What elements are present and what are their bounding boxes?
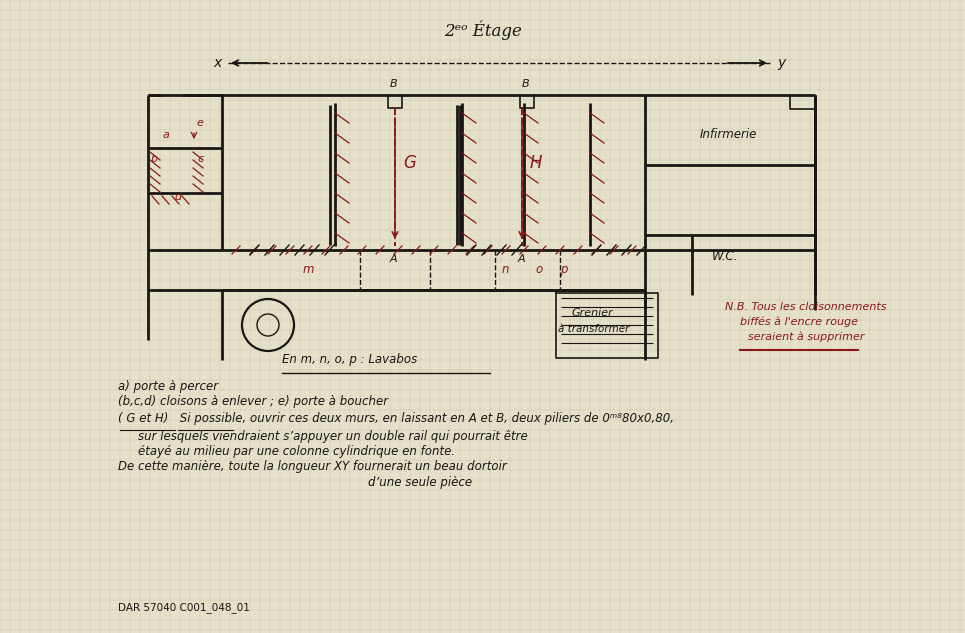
Text: 2ᵉᵒ Étage: 2ᵉᵒ Étage: [444, 20, 522, 40]
Text: B: B: [522, 79, 530, 89]
Text: ( G et H): ( G et H): [118, 412, 168, 425]
Text: N.B. Tous les cloisonnements: N.B. Tous les cloisonnements: [725, 302, 887, 312]
Text: Grenier: Grenier: [572, 308, 614, 318]
Text: G: G: [403, 154, 416, 172]
Text: a) porte à percer: a) porte à percer: [118, 380, 218, 393]
Text: b: b: [151, 154, 158, 164]
Text: étayé au milieu par une colonne cylindrique en fonte.: étayé au milieu par une colonne cylindri…: [138, 445, 455, 458]
Text: m: m: [303, 263, 315, 276]
Text: Infirmerie: Infirmerie: [700, 128, 758, 141]
Text: A: A: [518, 254, 526, 264]
Text: o: o: [535, 263, 542, 276]
Text: sur lesquels viendraient s’appuyer un double rail qui pourrait être: sur lesquels viendraient s’appuyer un do…: [138, 430, 528, 443]
Text: p: p: [560, 263, 567, 276]
Text: c: c: [197, 154, 203, 164]
Text: B: B: [390, 79, 398, 89]
Text: A: A: [390, 254, 398, 264]
Text: a: a: [163, 130, 170, 140]
Text: H: H: [530, 154, 542, 172]
Text: DAR 57040 C001_048_01: DAR 57040 C001_048_01: [118, 602, 250, 613]
Text: n: n: [502, 263, 510, 276]
Text: à transformer: à transformer: [558, 324, 629, 334]
Text: W.C.: W.C.: [712, 250, 738, 263]
Text: e: e: [196, 118, 203, 128]
Text: biffés à l'encre rouge: biffés à l'encre rouge: [740, 316, 858, 327]
Text: De cette manière, toute la longueur XY fournerait un beau dortoir: De cette manière, toute la longueur XY f…: [118, 460, 507, 473]
Text: (b,c,d) cloisons à enlever ; e) porte à boucher: (b,c,d) cloisons à enlever ; e) porte à …: [118, 395, 388, 408]
Text: En m, n, o, p : Lavabos: En m, n, o, p : Lavabos: [282, 353, 417, 366]
Text: d’une seule pièce: d’une seule pièce: [368, 476, 472, 489]
Text: y: y: [777, 56, 786, 70]
Text: Si possible, ouvrir ces deux murs, en laissant en A et B, deux piliers de 0ᵐ⁸80x: Si possible, ouvrir ces deux murs, en la…: [176, 412, 674, 425]
Text: x: x: [213, 56, 221, 70]
Text: d: d: [174, 192, 181, 202]
Text: seraient à supprimer: seraient à supprimer: [748, 332, 865, 342]
